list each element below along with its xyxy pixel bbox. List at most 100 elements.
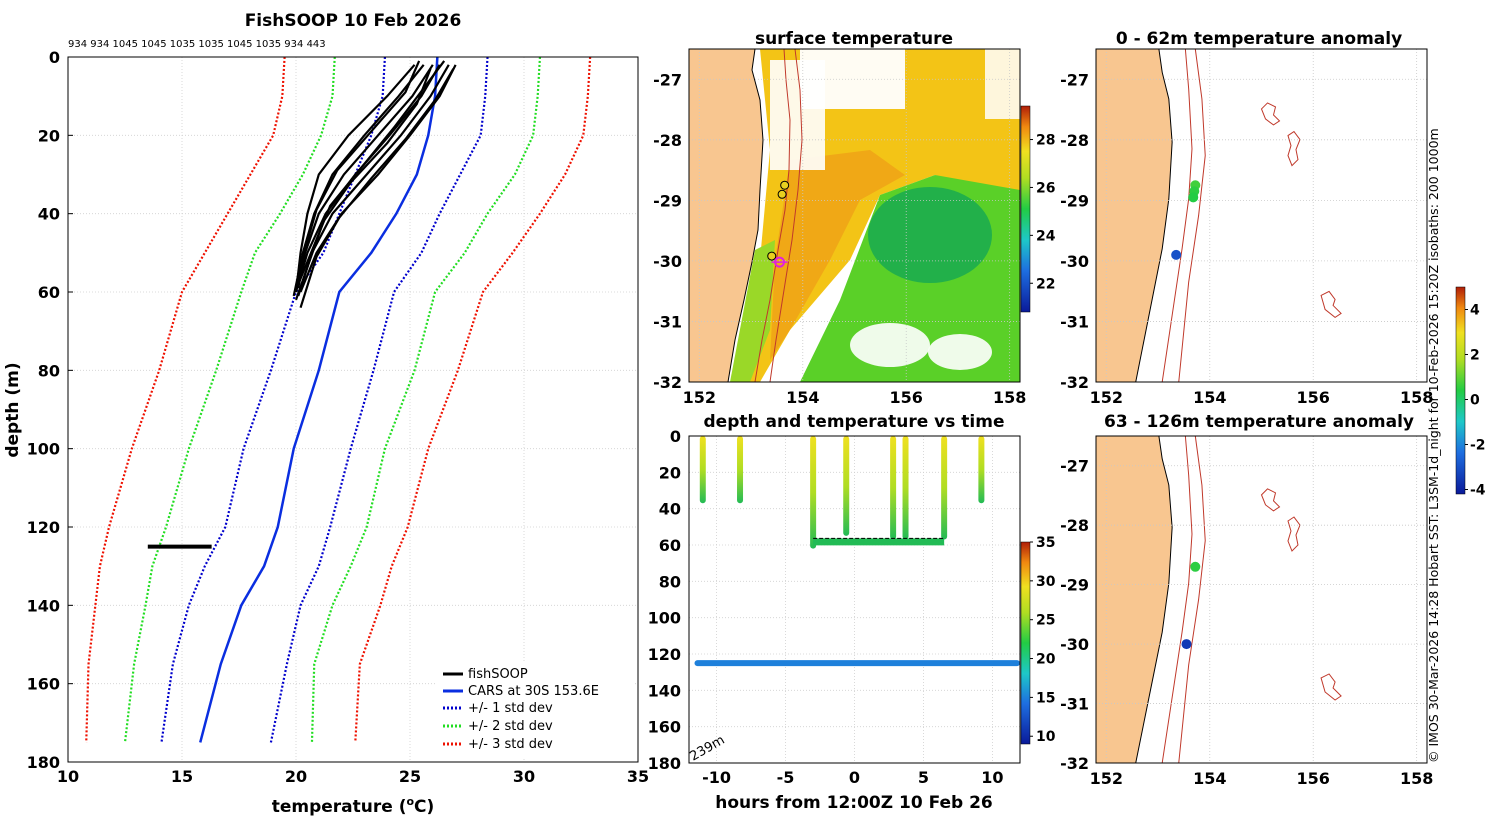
profile-xtick-label: 10 bbox=[57, 767, 79, 786]
dt-cast-bar bbox=[843, 436, 850, 536]
depth-time-marks bbox=[689, 435, 1020, 764]
dt-xtick-label: 10 bbox=[981, 768, 1003, 787]
depth-time-xlabel: hours from 12:00Z 10 Feb 26 bbox=[715, 793, 993, 813]
depth-time-colorbar bbox=[1020, 541, 1031, 745]
dt-ytick-label: 160 bbox=[648, 718, 681, 737]
fishsoop-profile-line bbox=[294, 64, 416, 293]
fishsoop-profile-line bbox=[294, 60, 421, 289]
dt-ytick-label: 180 bbox=[648, 754, 681, 773]
an1-ytick-label: -31 bbox=[1060, 312, 1089, 331]
dt-xtick-label: -5 bbox=[777, 768, 795, 787]
profile-xtick-label: 30 bbox=[513, 767, 535, 786]
anomaly-shallow-title: 0 - 62m temperature anomaly bbox=[1116, 29, 1402, 49]
profile-xtick-label: 15 bbox=[171, 767, 193, 786]
an2-xtick-label: 158 bbox=[1400, 769, 1433, 788]
an2-anomaly-point bbox=[1190, 561, 1201, 572]
anomaly-colorbar-ticks: -4 -2 0 2 4 bbox=[1465, 303, 1486, 499]
legend-label-std1: +/- 1 std dev bbox=[468, 701, 553, 716]
dt-colorbar-tick-label: 25 bbox=[1036, 613, 1055, 629]
dt-ytick-label: 80 bbox=[659, 572, 681, 591]
an2-seamount bbox=[1260, 488, 1281, 512]
dt-ytick-label: 40 bbox=[659, 500, 681, 519]
an2-seamount bbox=[1320, 673, 1342, 701]
dt-ytick-label: 60 bbox=[659, 536, 681, 555]
cars-mean-line bbox=[199, 56, 439, 743]
an2-xtick-label: 154 bbox=[1193, 769, 1226, 788]
profile-ytick-label: 100 bbox=[27, 440, 60, 459]
sst-panel: surface temperature 152 154 156 158-27-28- bbox=[653, 29, 1056, 407]
imos-footer: © IMOS 30-Mar-2026 14:28 Hobart SST: L3S… bbox=[1426, 128, 1441, 763]
dt-xtick-label: 5 bbox=[918, 768, 929, 787]
an1-isobath-1000 bbox=[1178, 48, 1206, 383]
an2-ytick-label: -31 bbox=[1060, 695, 1089, 714]
an1-ytick-label: -30 bbox=[1060, 252, 1089, 271]
anomaly-deep-map bbox=[1095, 435, 1427, 764]
an1-xtick-label: 156 bbox=[1297, 388, 1330, 407]
dt-xtick-label: -10 bbox=[702, 768, 731, 787]
anomaly-shallow-panel: 0 - 62m temperature anomaly 152 154 156 158… bbox=[1060, 29, 1433, 407]
sst-eddy-core bbox=[868, 187, 992, 283]
std-dev-line bbox=[354, 56, 592, 743]
sst-ticks: 152 154 156 158 -27 -28 -29 -30 -31 -32 bbox=[653, 70, 1026, 407]
an1-anomaly-point bbox=[1188, 192, 1199, 203]
sst-title: surface temperature bbox=[755, 29, 953, 49]
an2-ytick-label: -27 bbox=[1060, 457, 1089, 476]
depth-time-colorbar-ticks: 10 15 20 25 30 35 bbox=[1030, 535, 1056, 745]
profile-ytick-label: 20 bbox=[38, 126, 60, 145]
sst-colorbar-tick-label: 28 bbox=[1036, 133, 1055, 149]
an1-xtick-label: 154 bbox=[1193, 388, 1226, 407]
dt-colorbar-tick-label: 15 bbox=[1036, 690, 1055, 706]
an1-anomaly-point bbox=[1171, 249, 1182, 260]
dt-cast-bar bbox=[810, 436, 817, 549]
legend-label-std2: +/- 2 std dev bbox=[468, 719, 553, 734]
depth-time-bottom-depth: 239m bbox=[688, 733, 728, 765]
profile-ytick-label: 80 bbox=[38, 361, 60, 380]
dt-ytick-label: 0 bbox=[670, 427, 681, 446]
sst-land-mass bbox=[689, 49, 764, 382]
fishsoop-profiles bbox=[147, 60, 457, 549]
profile-ytick-label: 40 bbox=[38, 205, 60, 224]
an1-ytick-label: -27 bbox=[1060, 70, 1089, 89]
profile-ylabel: depth (m) bbox=[3, 362, 23, 457]
dt-colorbar-tick-label: 20 bbox=[1036, 652, 1056, 668]
fishsoop-profile-line bbox=[292, 64, 425, 297]
dt-xtick-label: 0 bbox=[849, 768, 860, 787]
sst-colorbar-tick-label: 24 bbox=[1036, 228, 1056, 244]
anomaly-deep-title: 63 - 126m temperature anomaly bbox=[1104, 412, 1414, 432]
sst-xtick-label: 156 bbox=[890, 388, 923, 407]
profile-title: FishSOOP 10 Feb 2026 bbox=[245, 11, 462, 31]
profile-count-labels: 934 934 1045 1045 1035 1035 1045 1035 93… bbox=[68, 39, 326, 50]
dt-cast-bar bbox=[699, 436, 706, 504]
an1-xtick-label: 152 bbox=[1090, 388, 1123, 407]
an1-seamount bbox=[1287, 130, 1301, 167]
std-dev-line bbox=[160, 56, 387, 743]
an2-anomaly-point bbox=[1181, 639, 1192, 650]
dt-colorbar-tick-label: 10 bbox=[1036, 729, 1056, 745]
legend-box bbox=[437, 662, 633, 757]
profile-xtick-label: 35 bbox=[627, 767, 649, 786]
dt-ytick-label: 140 bbox=[648, 681, 681, 700]
sst-ytick-label: -29 bbox=[653, 191, 682, 210]
depth-time-axes-frame bbox=[688, 435, 1021, 764]
anomaly-deep-ticks: 152 154 156 158 -27 -28 -29 -30 -31 -32 bbox=[1060, 457, 1433, 788]
sst-ytick-label: -30 bbox=[653, 252, 682, 271]
dt-bottom-tow bbox=[813, 538, 945, 546]
dt-cast-bar bbox=[890, 436, 897, 540]
an1-ytick-label: -32 bbox=[1060, 373, 1089, 392]
profile-xtick-label: 20 bbox=[285, 767, 307, 786]
dt-ytick-label: 100 bbox=[648, 609, 681, 628]
an2-xtick-label: 156 bbox=[1297, 769, 1330, 788]
profile-ytick-label: 180 bbox=[27, 753, 60, 772]
an1-ytick-label: -28 bbox=[1060, 131, 1089, 150]
dt-colorbar-tick-label: 35 bbox=[1036, 535, 1055, 551]
anomaly-deep-panel: 63 - 126m temperature anomaly 152 154 156 1… bbox=[1060, 412, 1433, 788]
sst-colorbar-tick-label: 26 bbox=[1036, 180, 1055, 196]
sst-station-marks bbox=[767, 180, 790, 268]
sst-isobath-200 bbox=[754, 49, 791, 382]
anomaly-deep-axes-frame bbox=[1095, 435, 1428, 764]
sst-cloud-south2 bbox=[928, 334, 992, 370]
dt-cast-bar bbox=[902, 436, 909, 540]
legend-label-cars: CARS at 30S 153.6E bbox=[468, 684, 599, 699]
fishsoop-profile-line bbox=[297, 60, 446, 285]
profile-ticks: 10 15 20 25 30 35 0 20 40 60 80 100 120 140 160 180 bbox=[27, 48, 650, 786]
